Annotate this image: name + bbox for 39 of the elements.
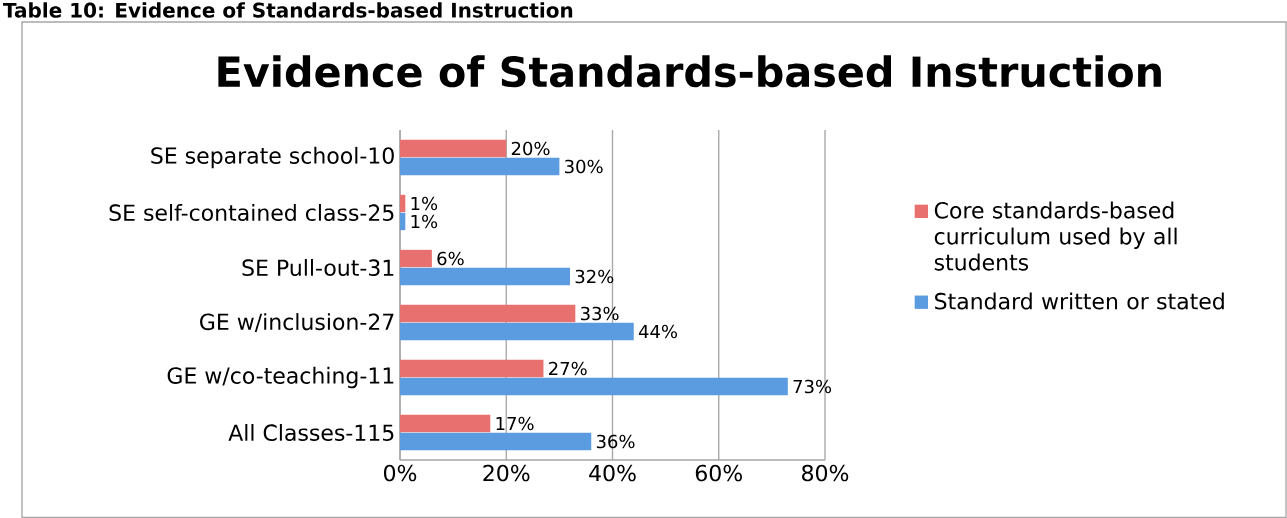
data-label: 44% [638, 324, 678, 339]
x-tick-label: 80% [802, 464, 849, 482]
y-tick-label: All Classes-115 [228, 423, 394, 442]
data-label: 32% [575, 269, 614, 284]
bar [400, 322, 634, 341]
data-label: 1% [411, 214, 438, 229]
x-tick-label: 20% [483, 464, 530, 482]
data-label: 6% [437, 251, 464, 266]
bar [400, 359, 544, 378]
data-label: 33% [580, 306, 619, 321]
y-tick-label: GE w/co-teaching-11 [167, 366, 394, 389]
bar [400, 304, 576, 323]
bar [400, 139, 507, 158]
data-label: 17% [496, 416, 534, 431]
caption: Table 10: Evidence of Standards-based Instruction [3, 2, 573, 18]
bar [400, 157, 560, 176]
chart-title: Evidence of Standards-based Instruction [218, 55, 1161, 88]
y-tick-label: SE separate school-10 [151, 146, 394, 169]
bar [400, 267, 571, 286]
legend-label: Standard written or stated [935, 292, 1224, 310]
data-label: 36% [596, 434, 635, 449]
bar [400, 212, 406, 231]
y-tick-label: GE w/inclusion-27 [200, 313, 394, 332]
data-label: 20% [511, 141, 550, 156]
x-tick-label: 0% [384, 464, 417, 482]
x-tick-label: 60% [695, 464, 742, 482]
data-label: 30% [565, 159, 603, 174]
legend-label: Core standards-based curriculum used by all students [934, 201, 1177, 271]
y-tick-label: SE self-contained class-25 [109, 204, 394, 222]
data-label: 1% [411, 196, 438, 211]
bar [400, 377, 788, 396]
bar [400, 414, 491, 433]
data-label: 27% [549, 361, 587, 376]
x-tick-label: 40% [589, 464, 636, 482]
y-tick-label: SE Pull-out-31 [242, 259, 394, 277]
bar [400, 249, 432, 268]
data-label: 73% [793, 379, 832, 394]
bar [400, 194, 406, 213]
bar [400, 432, 592, 451]
